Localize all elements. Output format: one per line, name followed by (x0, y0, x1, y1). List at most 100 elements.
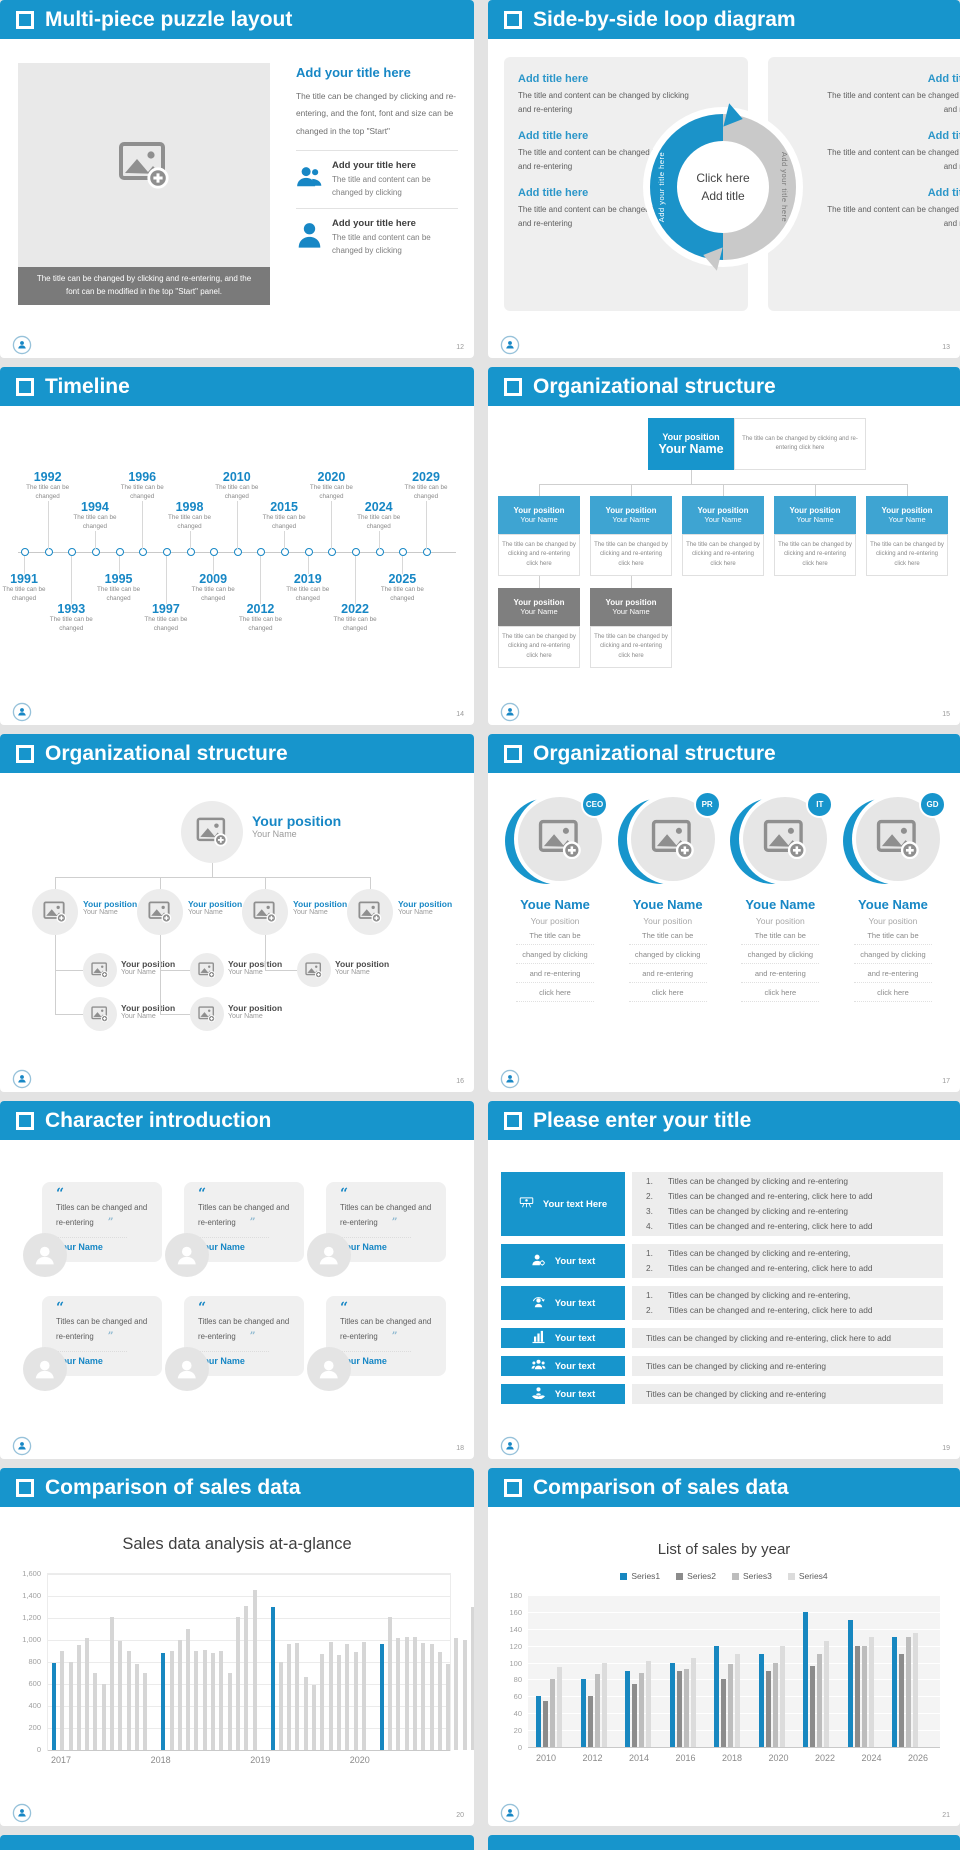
timeline-stem (378, 531, 380, 549)
loop-section: Add title here The title and content can … (822, 73, 960, 117)
timeline-entry: 1997 The title can be changed (140, 602, 192, 634)
org-photo-circle[interactable] (190, 953, 224, 987)
quote-text: Titles can be changed and re-entering” (198, 1316, 290, 1343)
quote-card[interactable]: “Titles can be changed and re-entering” Y… (165, 1182, 304, 1277)
list-label-box[interactable]: Your text (501, 1286, 625, 1320)
timeline-entry: 2019 The title can be changed (282, 572, 334, 604)
org-box[interactable]: Your position Your Name (590, 588, 672, 626)
quote-card[interactable]: “Titles can be changed and re-entering” Y… (165, 1296, 304, 1391)
image-placeholder[interactable] (630, 797, 715, 881)
org-photo-circle[interactable] (242, 889, 288, 935)
connector-line (907, 484, 908, 496)
quote-card[interactable]: “Titles can be changed and re-entering” Y… (307, 1182, 446, 1277)
timeline-node[interactable] (139, 548, 148, 556)
image-placeholder[interactable] (18, 63, 270, 267)
list-row: Your text 1. Titles can be changed by clic… (501, 1286, 943, 1320)
org-box[interactable]: Your position Your Name (498, 588, 580, 626)
org-photo-circle[interactable] (32, 889, 78, 935)
org-photo-circle[interactable] (83, 997, 117, 1031)
timeline-stem (47, 501, 49, 549)
timeline-entry: 1994 The title can be changed (69, 500, 121, 532)
slide-card-13[interactable]: Side-by-side loop diagram Add title here… (488, 0, 960, 358)
timeline-node[interactable] (257, 548, 266, 556)
person-name: Your Name (56, 1350, 127, 1366)
bar-group (379, 1607, 474, 1750)
slide-card-18[interactable]: Character introduction “Titles can be ch… (0, 1101, 474, 1459)
slide-card-17[interactable]: Organizational structure CEO Youe Name You… (488, 734, 960, 1092)
org-position: Your position (252, 813, 342, 829)
timeline-node[interactable] (162, 548, 171, 556)
slide-card-15[interactable]: Organizational structure Your position Yo… (488, 367, 960, 725)
timeline-node[interactable] (91, 548, 100, 556)
slide-card-21[interactable]: Comparison of sales data List of sales b… (488, 1468, 960, 1826)
org-position: Your position (121, 1003, 176, 1013)
person-card[interactable]: CEO Youe Name Your position The title can b… (502, 783, 608, 1002)
quote-card[interactable]: “Titles can be changed and re-entering” Y… (23, 1296, 162, 1391)
timeline-node[interactable] (115, 548, 124, 556)
person-card[interactable]: IT Youe Name Your position The title can be… (727, 783, 834, 1002)
list-content-panel: Titles can be changed by clicking and re… (632, 1384, 943, 1404)
timeline-node[interactable] (210, 548, 219, 556)
org-box[interactable]: Your position Your Name (498, 496, 580, 534)
loop-center-line: Add title (701, 189, 745, 203)
slide-card-16[interactable]: Organizational structure Your position Yo… (0, 734, 474, 1092)
org-photo-circle[interactable] (297, 953, 331, 987)
image-placeholder[interactable] (518, 797, 602, 881)
timeline-node[interactable] (281, 548, 290, 556)
timeline-node[interactable] (423, 548, 431, 556)
timeline-node[interactable] (399, 548, 408, 556)
person-card[interactable]: PR Youe Name Your position The title can be… (615, 783, 721, 1002)
timeline-node[interactable] (186, 548, 195, 556)
list-label-box[interactable]: Your text (501, 1384, 625, 1404)
timeline-node[interactable] (304, 548, 313, 556)
y-axis-tick-label: 140 (509, 1625, 522, 1634)
org-box[interactable]: Your position Your Name (590, 496, 672, 534)
timeline-year: 1993 (57, 602, 86, 616)
footer-logo-icon (500, 1436, 520, 1456)
org-photo-circle[interactable] (137, 889, 183, 935)
list-label-box[interactable]: Your text (501, 1244, 625, 1278)
next-row-slide-header[interactable] (0, 1835, 474, 1850)
loop-center[interactable]: Click here Add title (677, 141, 769, 233)
timeline-node[interactable] (233, 548, 242, 556)
quote-card[interactable]: “Titles can be changed and re-entering” Y… (307, 1296, 446, 1391)
timeline-node[interactable] (68, 548, 77, 556)
person-name: Your Name (198, 1236, 269, 1252)
page-number: 13 (942, 344, 950, 351)
timeline-node[interactable] (352, 548, 361, 556)
org-box[interactable]: Your position Your Name (866, 496, 948, 534)
timeline-text: The title can be changed (191, 586, 235, 602)
section-paragraph: The title can be changed by clicking and… (296, 91, 457, 136)
timeline-node[interactable] (375, 548, 384, 556)
section-text: The title and content can be changed by … (827, 91, 960, 114)
org-box[interactable]: Your position Your Name (682, 496, 764, 534)
org-photo-circle[interactable] (83, 953, 117, 987)
avatar (23, 1233, 67, 1277)
chart-bars (528, 1595, 940, 1747)
org-box[interactable]: Your position Your Name (648, 418, 734, 470)
page-number: 12 (456, 344, 464, 351)
timeline-node[interactable] (44, 548, 53, 556)
open-quote-icon: “ (198, 1186, 207, 1202)
page-number: 20 (456, 1812, 464, 1819)
timeline-node[interactable] (21, 548, 29, 556)
org-photo-circle[interactable] (347, 889, 393, 935)
slide-card-20[interactable]: Comparison of sales data Sales data anal… (0, 1468, 474, 1826)
list-label-box[interactable]: Your text (501, 1328, 625, 1348)
org-photo-circle[interactable] (181, 801, 243, 863)
slide-card-19[interactable]: Please enter your title Your text Here 1.… (488, 1101, 960, 1459)
timeline-text: The title can be changed (26, 484, 70, 500)
bar (161, 1653, 166, 1750)
slide-title: Timeline (45, 374, 130, 398)
list-label-box[interactable]: Your text Here (501, 1172, 625, 1236)
org-photo-circle[interactable] (190, 997, 224, 1031)
list-label-box[interactable]: Your text (501, 1356, 625, 1376)
slide-card-12[interactable]: Multi-piece puzzle layout The title can … (0, 0, 474, 358)
bar (361, 1642, 366, 1750)
timeline-node[interactable] (328, 548, 337, 556)
org-box[interactable]: Your position Your Name (774, 496, 856, 534)
slide-card-14[interactable]: Timeline 1991 The title can be changed 199… (0, 367, 474, 725)
person-card[interactable]: GD Youe Name Your position The title can be… (840, 783, 946, 1002)
quote-card[interactable]: “Titles can be changed and re-entering” Y… (23, 1182, 162, 1277)
next-row-slide-header[interactable] (488, 1835, 960, 1850)
